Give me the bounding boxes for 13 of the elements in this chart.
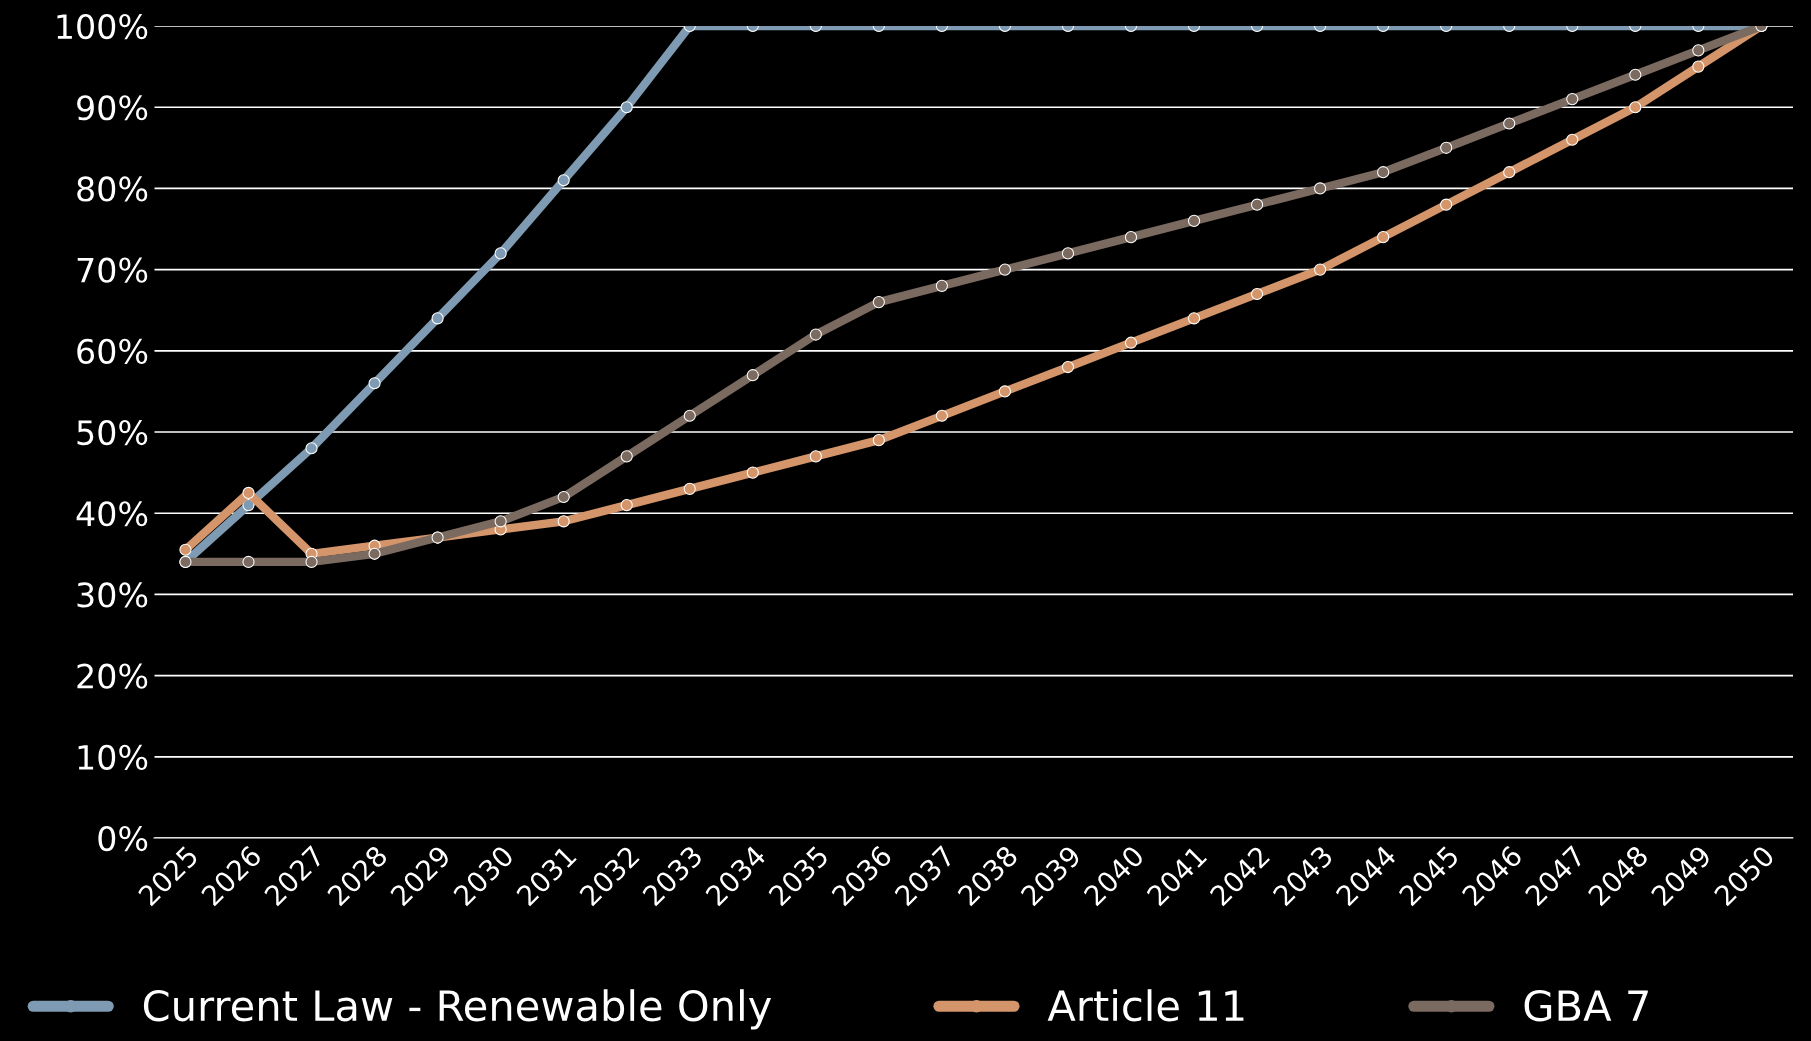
legend-label: Current Law - Renewable Only [143, 989, 772, 1030]
y-tick-label: 10% [78, 744, 148, 770]
y-tick-label: 60% [77, 338, 148, 364]
y-tick-label: 40% [76, 501, 148, 527]
y-tick-label: 20% [77, 663, 148, 689]
y-tick-label: 90% [77, 95, 148, 121]
y-tick-label: 50% [77, 419, 148, 446]
legend-label: Article 11 [1047, 989, 1244, 1022]
y-tick-label: 100% [57, 13, 148, 40]
legend-label: GBA 7 [1524, 989, 1648, 1022]
y-tick-label: 70% [77, 257, 148, 283]
y-tick-label: 80% [77, 176, 148, 202]
y-tick-label: 30% [77, 582, 148, 608]
